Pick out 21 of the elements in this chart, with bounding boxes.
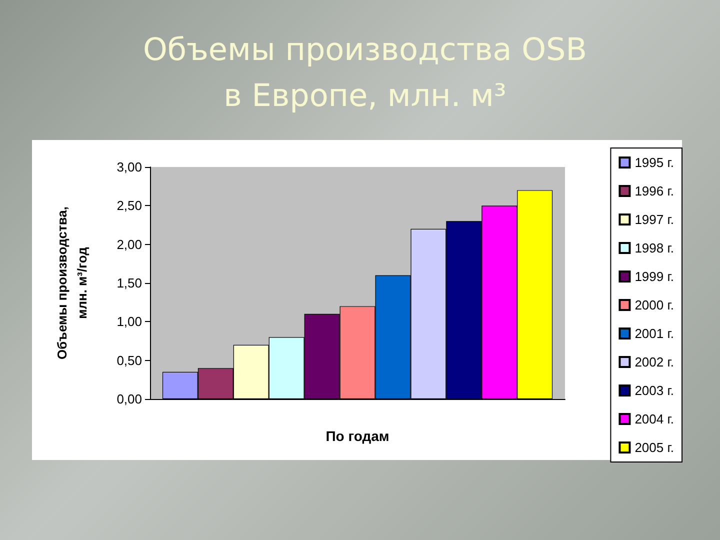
chart-title: Объемы производства OSB в Европе, млн. м³ bbox=[143, 32, 587, 114]
y-tick-label: 2,00 bbox=[116, 236, 142, 252]
y-tick-label: 0,50 bbox=[116, 352, 142, 368]
y-axis-title: Объемы производства, млн. м³/год bbox=[54, 206, 90, 360]
legend-label: 2004 г. bbox=[634, 412, 674, 426]
y-tick-label: 3,00 bbox=[116, 160, 142, 174]
legend-label: 1998 г. bbox=[634, 240, 674, 256]
legend-label: 1996 г. bbox=[634, 184, 674, 198]
legend-label: 2005 г. bbox=[634, 440, 674, 455]
legend-label: 2000 г. bbox=[634, 298, 674, 312]
legend-label: 1995 г. bbox=[634, 155, 674, 170]
y-tick-label: 2,50 bbox=[116, 198, 142, 214]
legend-label: 1999 г. bbox=[634, 269, 674, 284]
y-tick-label: 0,00 bbox=[116, 392, 142, 406]
x-axis-title: По годам bbox=[326, 428, 390, 444]
legend-label: 2003 г. bbox=[634, 383, 674, 398]
legend-label: 2002 г. bbox=[634, 354, 674, 370]
y-tick-label: 1,50 bbox=[116, 276, 142, 290]
legend-label: 1997 г. bbox=[634, 212, 674, 227]
y-tick-label: 1,00 bbox=[116, 314, 142, 330]
legend-label: 2001 г. bbox=[634, 326, 674, 341]
